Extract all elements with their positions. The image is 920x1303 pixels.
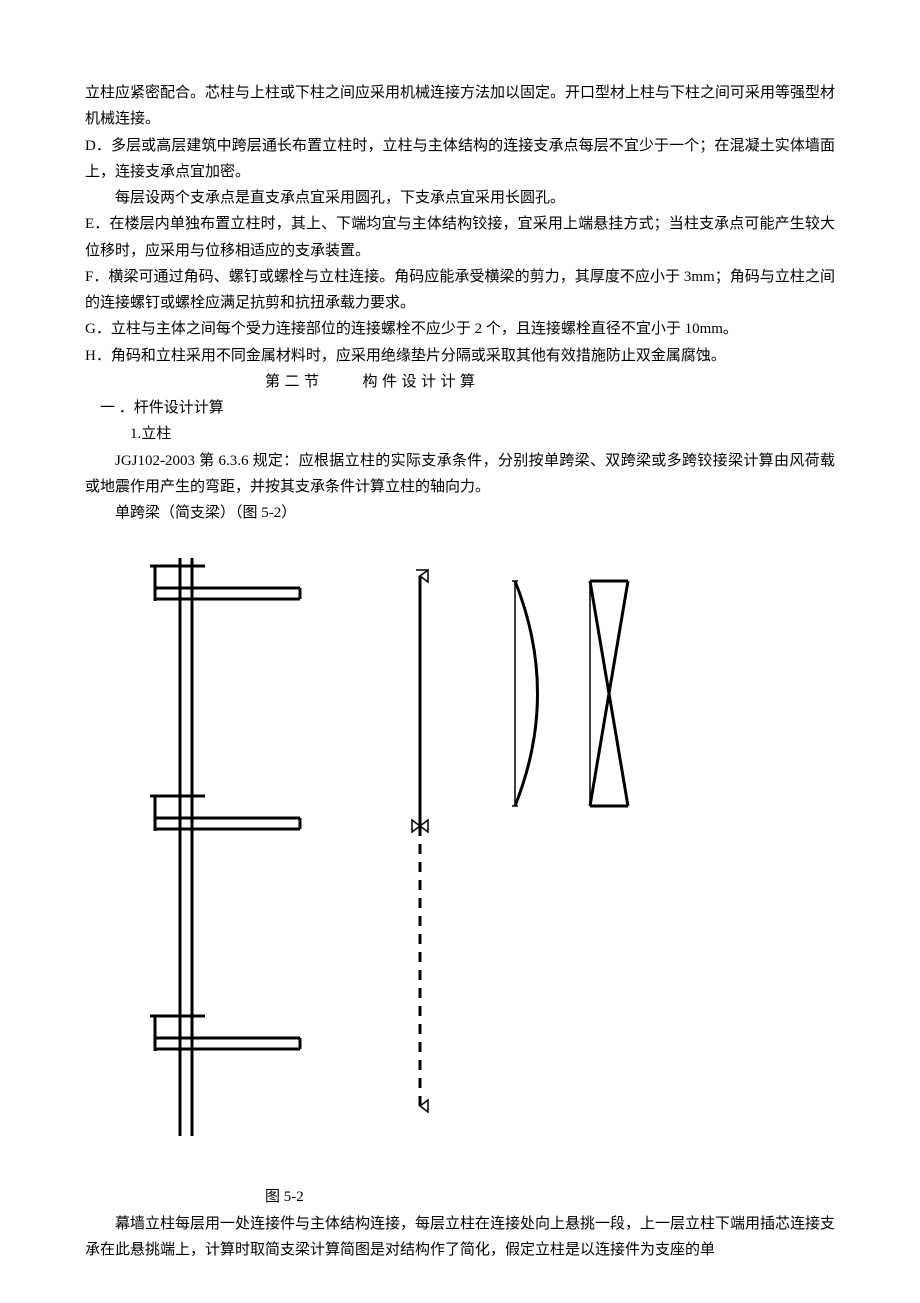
body-paragraph: G．立柱与主体之间每个受力连接部位的连接螺栓不应少于 2 个，且连接螺栓直径不宜… (85, 316, 835, 342)
body-paragraph: D．多层或高层建筑中跨层通长布置立柱时，立柱与主体结构的连接支承点每层不宜少于一… (85, 133, 835, 186)
body-paragraph: F．横梁可通过角码、螺钉或螺栓与立柱连接。角码应能承受横梁的剪力，其厚度不应小于… (85, 264, 835, 317)
body-paragraph: 每层设两个支承点是直支承点宜采用圆孔，下支承点宜采用长圆孔。 (85, 185, 835, 211)
body-paragraph: 立柱应紧密配合。芯柱与上柱或下柱之间应采用机械连接方法加以固定。开口型材上柱与下… (85, 80, 835, 133)
body-paragraph: 幕墙立柱每层用一处连接件与主体结构连接，每层立柱在连接处向上悬挑一段，上一层立柱… (85, 1211, 835, 1264)
section-title: 第二节 构件设计计算 (85, 369, 835, 395)
body-paragraph: JGJ102-2003 第 6.3.6 规定：应根据立柱的实际支承条件，分别按单… (85, 448, 835, 501)
body-paragraph: H．角码和立柱采用不同金属材料时，应采用绝缘垫片分隔或采取其他有效措施防止双金属… (85, 343, 835, 369)
heading-level-2: 1.立柱 (85, 421, 835, 447)
figure-caption: 图 5-2 (85, 1184, 835, 1210)
body-paragraph: 单跨梁（简支梁）（图 5-2） (85, 500, 835, 526)
heading-level-1: 一 ．杆件设计计算 (85, 395, 835, 421)
beam-schematic-svg (125, 546, 685, 1166)
body-paragraph: E．在楼层内单独布置立柱时，其上、下端均宜与主体结构铰接，宜采用上端悬挂方式；当… (85, 211, 835, 264)
figure-diagram (85, 526, 835, 1176)
